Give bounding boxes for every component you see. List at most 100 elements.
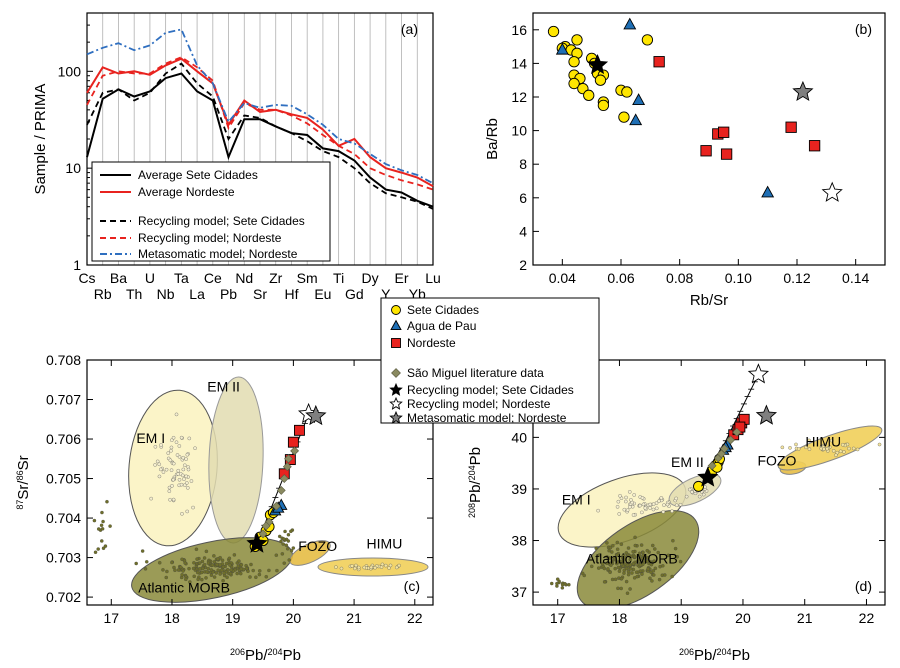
x-tick-label: 21: [346, 610, 362, 626]
morb-data: [620, 555, 625, 560]
em-i-data: [180, 512, 184, 516]
em-i-data: [167, 489, 172, 493]
x-tick-label: La: [189, 286, 205, 302]
morb-data: [673, 546, 678, 551]
x-tick-label: Dy: [362, 270, 379, 286]
morb-data: [633, 543, 638, 548]
morb-data: [143, 567, 148, 571]
morb-data: [597, 553, 602, 557]
x-tick-label: 21: [797, 610, 813, 626]
morb-data: [648, 576, 652, 580]
morb-data: [608, 545, 613, 550]
legend-marker: [389, 382, 403, 396]
em-i-data: [164, 467, 169, 472]
data-point: [276, 485, 286, 495]
y-axis-label: 208Pb/204Pb: [467, 447, 484, 518]
morb-data: [264, 574, 268, 579]
himu-data: [354, 563, 358, 568]
em-i-data: [628, 490, 632, 494]
morb-data: [651, 573, 656, 577]
morb-data: [560, 586, 565, 590]
data-point: [747, 363, 770, 384]
y-axis-label: Sample / PRIMA: [32, 84, 49, 195]
morb-data: [567, 582, 571, 587]
y-tick-label: 14: [511, 55, 527, 71]
legend-label: Metasomatic model; Nordeste: [407, 411, 567, 425]
em-i-data: [179, 435, 184, 440]
morb-data: [653, 566, 658, 571]
em-i-data: [185, 481, 189, 485]
morb-data: [194, 547, 199, 552]
morb-data: [582, 573, 586, 578]
em-i-data: [181, 473, 185, 478]
series-line: [86, 28, 434, 184]
data-point: [282, 462, 292, 472]
morb-data: [645, 548, 650, 553]
morb-data: [225, 575, 229, 580]
data-point: [732, 427, 742, 437]
y-tick-label: 1: [73, 257, 81, 273]
em-i-data: [651, 507, 656, 512]
em-i-data: [159, 467, 163, 472]
x-tick-label: Ta: [174, 270, 189, 286]
morb-data: [555, 581, 559, 586]
morb-data: [652, 559, 656, 563]
himu-data: [877, 442, 882, 447]
x-tick-label: Hf: [284, 286, 298, 302]
data-point: [707, 461, 717, 471]
x-tick-label: Pb: [220, 286, 237, 302]
morb-data: [639, 543, 644, 547]
data-point: [821, 181, 843, 202]
data-point: [261, 521, 271, 531]
himu-data: [807, 447, 812, 451]
morb-data: [285, 547, 290, 551]
em-i-data: [174, 440, 179, 444]
x-tick-label: Er: [395, 270, 409, 286]
em-i-data: [625, 508, 630, 512]
morb-data: [228, 571, 233, 576]
morb-data: [257, 572, 262, 577]
morb-data: [197, 561, 202, 565]
x-tick-label: Th: [126, 286, 142, 302]
em-i-data: [171, 477, 176, 482]
morb-data: [607, 548, 611, 553]
morb-data: [108, 524, 112, 528]
morb-data: [275, 568, 279, 573]
morb-data: [675, 554, 679, 559]
x-tick-label: 17: [103, 610, 119, 626]
em-i-data: [624, 499, 628, 504]
morb-data: [161, 568, 165, 572]
legend-label: São Miguel literature data: [407, 366, 544, 380]
himu-data: [834, 453, 838, 457]
x-axis-label: 206Pb/204Pb: [679, 647, 750, 664]
data-point: [621, 86, 633, 98]
morb-data: [267, 568, 271, 573]
morb-data: [277, 534, 282, 539]
x-tick-label: 18: [612, 610, 628, 626]
x-tick-label: 20: [735, 610, 751, 626]
morb-data: [232, 553, 237, 557]
morb-data: [239, 567, 244, 571]
em-i-data: [166, 451, 170, 455]
morb-data: [605, 555, 609, 559]
himu-data: [841, 442, 845, 447]
em-i-data: [187, 436, 192, 441]
em-i-data: [661, 510, 666, 514]
himu-data: [807, 438, 811, 443]
em-i-data: [174, 412, 179, 417]
field-label: Atlantic MORB: [586, 551, 678, 567]
data-point: [583, 89, 595, 101]
x-tick-label: Y: [381, 286, 391, 302]
x-tick-label: Nd: [235, 270, 253, 286]
morb-data: [612, 555, 617, 560]
morb-data: [608, 570, 612, 575]
morb-data: [103, 544, 108, 548]
em-i-data: [185, 509, 189, 514]
himu-data: [350, 564, 354, 568]
himu-data: [356, 565, 361, 570]
morb-data: [651, 569, 656, 573]
morb-data: [188, 580, 192, 584]
y-tick-label: 39: [511, 481, 527, 497]
data-point: [287, 436, 299, 448]
data-point: [720, 148, 733, 160]
